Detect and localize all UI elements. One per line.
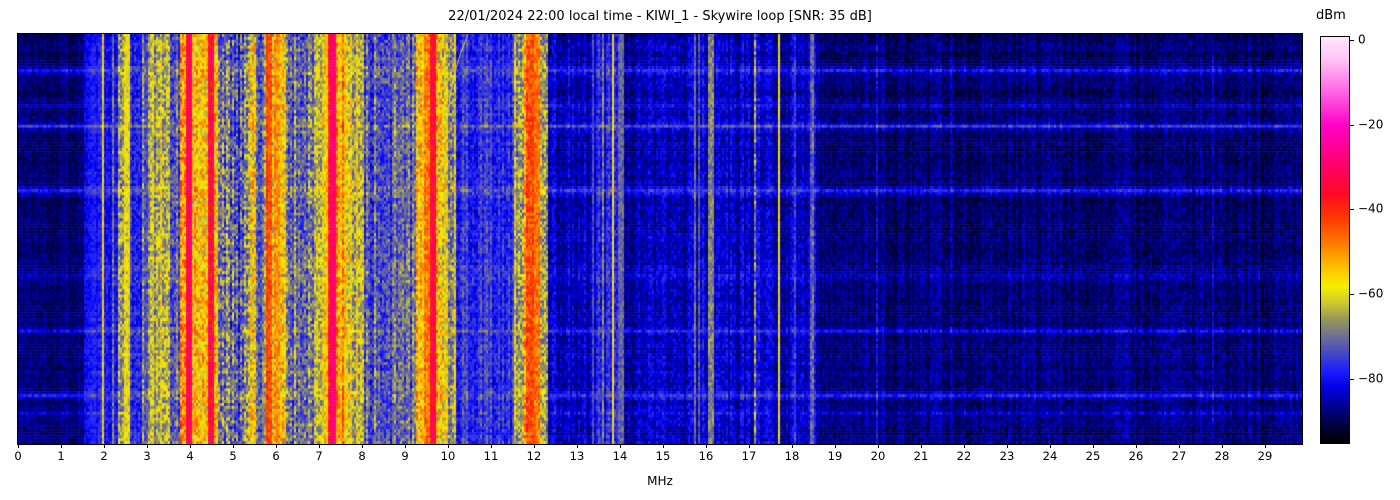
x-tick-mark (835, 444, 836, 448)
colorbar-title: dBm (1316, 8, 1346, 23)
x-tick-mark (749, 444, 750, 448)
x-tick-label: 2 (100, 449, 108, 463)
x-tick-mark (878, 444, 879, 448)
x-tick-mark (1222, 444, 1223, 448)
x-tick-mark (1050, 444, 1051, 448)
x-tick-mark (233, 444, 234, 448)
colorbar-tick-mark (1350, 378, 1354, 380)
x-tick-label: 16 (698, 449, 714, 463)
x-tick-label: 8 (358, 449, 366, 463)
x-tick-mark (1007, 444, 1008, 448)
x-tick-mark (61, 444, 62, 448)
x-tick-mark (1265, 444, 1266, 448)
x-tick-label: 19 (827, 449, 843, 463)
waterfall-plot-area (17, 33, 1303, 445)
x-tick-label: 6 (272, 449, 280, 463)
x-tick-label: 15 (655, 449, 671, 463)
x-tick-label: 20 (870, 449, 886, 463)
x-tick-label: 7 (315, 449, 323, 463)
x-tick-label: 10 (440, 449, 456, 463)
x-tick-mark (620, 444, 621, 448)
colorbar-tick-label: −60 (1358, 286, 1384, 301)
colorbar-tick-mark (1350, 209, 1354, 211)
x-tick-mark (276, 444, 277, 448)
x-tick-mark (1093, 444, 1094, 448)
x-tick-mark (190, 444, 191, 448)
colorbar-tick-label: −40 (1358, 202, 1384, 217)
x-tick-label: 23 (999, 449, 1015, 463)
x-tick-mark (147, 444, 148, 448)
colorbar-tick-mark (1350, 293, 1354, 295)
x-tick-label: 4 (186, 449, 194, 463)
x-tick-mark (362, 444, 363, 448)
x-tick-label: 18 (784, 449, 800, 463)
x-tick-mark (921, 444, 922, 448)
colorbar-canvas (1321, 37, 1349, 443)
x-tick-mark (18, 444, 19, 448)
x-tick-mark (104, 444, 105, 448)
x-tick-mark (491, 444, 492, 448)
x-tick-label: 17 (741, 449, 757, 463)
chart-title: 22/01/2024 22:00 local time - KIWI_1 - S… (448, 9, 872, 24)
colorbar-tick-label: 0 (1358, 32, 1366, 47)
x-tick-label: 1 (57, 449, 65, 463)
x-tick-mark (1179, 444, 1180, 448)
x-tick-mark (534, 444, 535, 448)
x-tick-label: 28 (1214, 449, 1230, 463)
x-tick-mark (663, 444, 664, 448)
x-tick-mark (1136, 444, 1137, 448)
x-tick-label: 0 (14, 449, 22, 463)
x-tick-mark (964, 444, 965, 448)
colorbar-tick-label: −80 (1358, 371, 1384, 386)
x-tick-mark (706, 444, 707, 448)
x-tick-label: 21 (913, 449, 929, 463)
colorbar-tick-label: −20 (1358, 117, 1384, 132)
x-tick-mark (792, 444, 793, 448)
x-tick-label: 11 (483, 449, 499, 463)
x-tick-mark (405, 444, 406, 448)
x-tick-label: 14 (612, 449, 628, 463)
x-tick-label: 24 (1042, 449, 1058, 463)
x-tick-mark (448, 444, 449, 448)
x-tick-label: 5 (229, 449, 237, 463)
colorbar-tick-mark (1350, 40, 1354, 42)
x-tick-label: 25 (1085, 449, 1101, 463)
x-tick-label: 22 (956, 449, 972, 463)
x-tick-label: 29 (1257, 449, 1273, 463)
colorbar (1320, 36, 1350, 444)
colorbar-tick-mark (1350, 124, 1354, 126)
x-tick-label: 27 (1171, 449, 1187, 463)
x-tick-mark (577, 444, 578, 448)
x-tick-label: 9 (401, 449, 409, 463)
x-tick-label: 12 (526, 449, 542, 463)
waterfall-canvas (18, 34, 1302, 444)
x-tick-label: 13 (569, 449, 585, 463)
x-tick-mark (319, 444, 320, 448)
x-axis-title: MHz (647, 474, 673, 488)
x-tick-label: 26 (1128, 449, 1144, 463)
x-tick-label: 3 (143, 449, 151, 463)
